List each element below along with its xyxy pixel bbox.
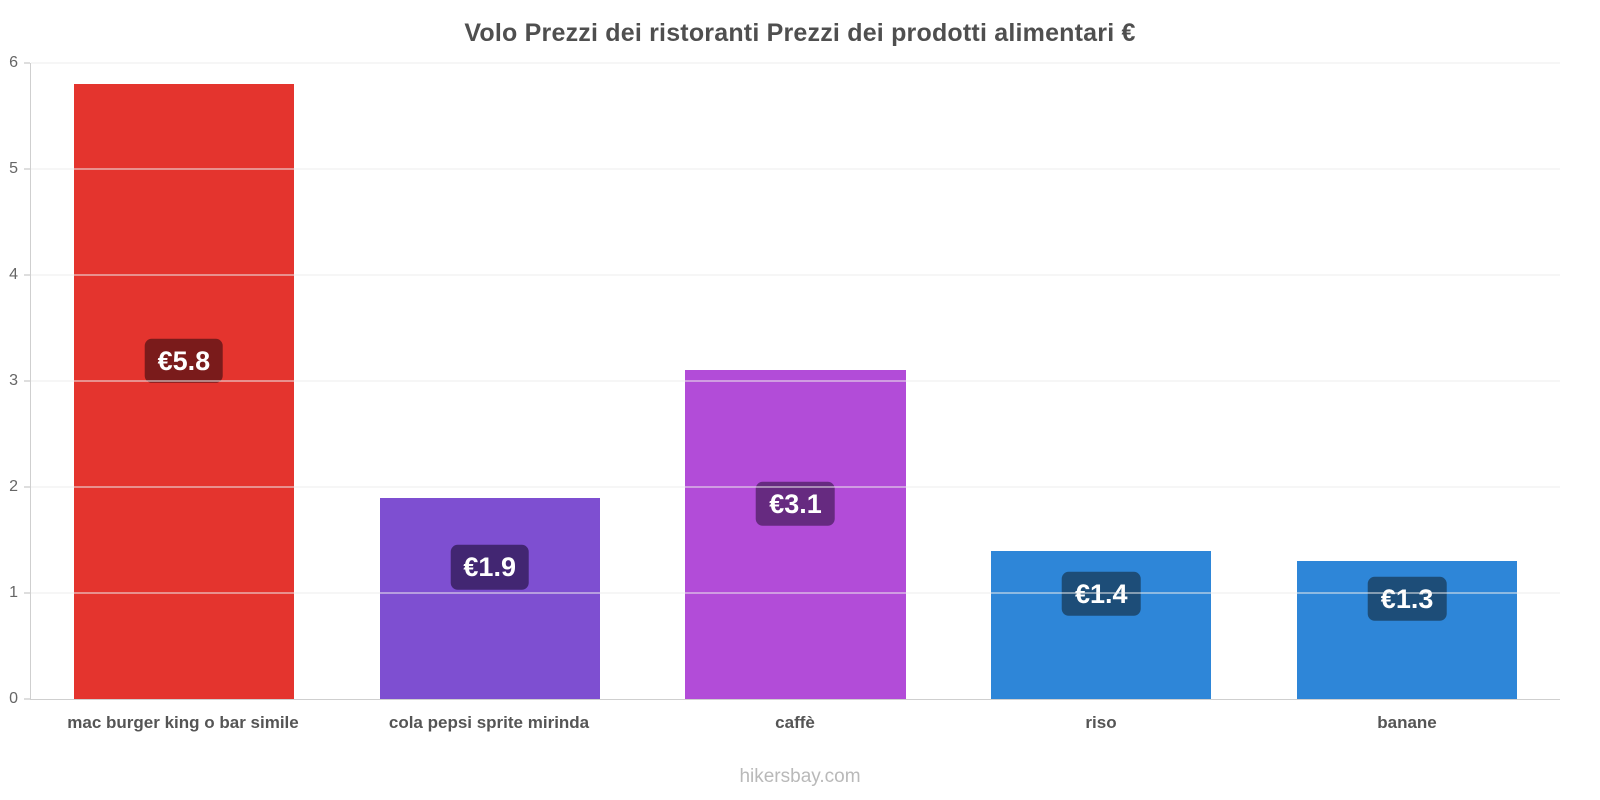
bar-1: €5.8 [73,84,294,699]
bar-2: €1.9 [379,497,600,699]
y-tick-mark [24,380,30,382]
gridline [31,592,1560,594]
value-badge: €1.4 [1062,571,1141,616]
watermark: hikersbay.com [739,766,861,787]
gridline [31,486,1560,488]
y-tick-label: 4 [9,266,18,283]
bars-container: €5.8 €1.9 €3.1 €1.4 €1.3 [31,63,1560,699]
y-tick-mark [24,592,30,594]
bar-slot: €5.8 [31,63,337,699]
value-badge: €1.9 [450,545,529,590]
category-label: mac burger king o bar simile [67,713,299,732]
x-axis-labels: mac burger king o bar simile cola pepsi s… [30,713,1560,733]
value-badge: €3.1 [756,481,835,526]
bar-5: €1.3 [1297,561,1518,699]
bar-slot: €1.4 [948,63,1254,699]
gridline [31,62,1560,64]
value-badge: €5.8 [144,338,224,383]
category-label: cola pepsi sprite mirinda [388,713,590,732]
y-tick-label: 1 [9,584,18,601]
bar-slot: €1.3 [1254,63,1560,699]
gridline [31,274,1560,276]
bar-3: €3.1 [685,370,906,699]
category-label: caffè [775,713,815,732]
y-tick-label: 0 [9,690,18,707]
bar-4: €1.4 [991,550,1212,699]
bar-slot: €3.1 [643,63,949,699]
gridline [31,380,1560,382]
y-tick-label: 3 [9,372,18,389]
plot-area: €5.8 €1.9 €3.1 €1.4 €1.3 0 1 2 3 4 5 6 [9,55,1560,707]
y-tick-mark [24,698,30,700]
y-tick-mark [24,274,30,276]
category-label: riso [1085,713,1117,732]
value-badge: €1.3 [1367,576,1447,622]
y-tick-mark [24,168,30,170]
y-tick-mark [24,486,30,488]
bar-slot: €1.9 [337,63,643,699]
y-tick-label: 2 [9,478,18,495]
y-tick-mark [24,62,30,64]
chart-title: Volo Prezzi dei ristoranti Prezzi dei pr… [464,19,1136,47]
y-tick-label: 5 [9,160,18,177]
gridline [31,168,1560,170]
category-label: banane [1377,713,1437,732]
y-tick-label: 6 [9,54,18,71]
